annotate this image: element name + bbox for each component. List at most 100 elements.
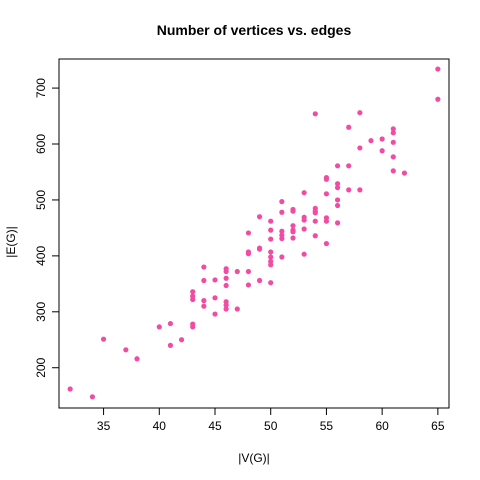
data-point	[223, 268, 229, 275]
data-point	[190, 289, 196, 295]
data-point	[390, 154, 396, 160]
data-point	[290, 208, 296, 214]
data-points	[67, 66, 441, 400]
data-point	[89, 394, 96, 400]
data-point	[312, 218, 318, 224]
data-point	[312, 111, 318, 117]
data-point	[290, 223, 296, 229]
data-point	[290, 235, 296, 241]
data-point	[401, 170, 408, 176]
data-point	[334, 220, 341, 226]
data-point	[368, 138, 374, 144]
data-point	[268, 262, 274, 268]
data-point	[357, 187, 363, 193]
data-point	[390, 130, 396, 136]
data-point	[212, 277, 218, 283]
data-point	[312, 233, 318, 239]
data-point	[201, 277, 207, 284]
data-point	[268, 280, 274, 286]
y-tick-label: 500	[34, 190, 48, 210]
data-point	[245, 268, 252, 275]
x-tick-label: 35	[97, 419, 111, 433]
data-point	[201, 264, 207, 270]
data-point	[290, 229, 296, 235]
data-point	[245, 230, 252, 236]
data-point	[212, 311, 218, 317]
data-point	[268, 236, 274, 242]
data-point	[190, 324, 196, 330]
data-point	[167, 320, 174, 327]
data-point	[268, 227, 274, 233]
data-point	[301, 251, 307, 257]
data-point	[435, 66, 441, 72]
data-point	[234, 306, 240, 312]
data-point	[279, 235, 285, 242]
x-tick-label: 40	[153, 419, 167, 433]
data-point	[357, 110, 363, 116]
x-tick-label: 45	[208, 419, 222, 433]
data-point	[323, 191, 330, 197]
x-tick-label: 50	[264, 419, 278, 433]
data-point	[256, 246, 263, 252]
data-point	[323, 176, 330, 182]
data-point	[256, 277, 263, 284]
data-point	[268, 254, 274, 260]
data-point	[323, 240, 330, 247]
data-point	[346, 124, 352, 130]
data-point	[301, 190, 307, 196]
x-tick-label: 65	[431, 419, 445, 433]
y-axis-label: |E(G)|	[4, 226, 18, 258]
data-point	[301, 226, 307, 232]
data-point	[334, 181, 341, 187]
y-axis: 200 300 400 500 600 700	[34, 78, 60, 378]
data-point	[123, 347, 129, 353]
chart-title: Number of vertices vs. edges	[157, 22, 352, 38]
data-point	[312, 210, 318, 216]
data-point	[223, 302, 229, 308]
data-point	[334, 197, 341, 203]
x-tick-label: 55	[320, 419, 334, 433]
plot-frame	[58, 58, 450, 409]
data-point	[346, 187, 352, 193]
data-point	[201, 298, 207, 304]
data-point	[167, 342, 174, 348]
data-point	[212, 295, 218, 301]
data-point	[268, 218, 274, 224]
x-axis: 35 40 45 50 55 60 65	[97, 407, 445, 433]
data-point	[279, 199, 285, 205]
data-point	[234, 268, 240, 275]
data-point	[435, 96, 441, 102]
data-point	[346, 163, 352, 169]
data-point	[100, 336, 107, 342]
data-point	[223, 306, 229, 312]
data-point	[323, 218, 330, 224]
y-tick-label: 700	[34, 78, 48, 98]
data-point	[334, 202, 341, 209]
data-point	[279, 209, 285, 215]
data-point	[245, 282, 252, 288]
data-point	[279, 228, 285, 234]
data-point	[268, 249, 274, 255]
data-point	[67, 386, 73, 392]
data-point	[390, 139, 396, 145]
data-point	[379, 148, 385, 154]
y-tick-label: 300	[34, 301, 48, 321]
data-point	[223, 275, 229, 281]
data-point	[156, 324, 162, 330]
data-point	[357, 145, 363, 151]
y-tick-label: 600	[34, 134, 48, 154]
y-tick-label: 200	[34, 357, 48, 377]
data-point	[201, 303, 207, 309]
data-point	[223, 282, 229, 289]
data-point	[379, 136, 385, 142]
data-point	[301, 217, 307, 223]
data-point	[390, 126, 396, 132]
data-point	[256, 214, 263, 220]
data-point	[279, 254, 285, 260]
data-point	[178, 337, 185, 343]
data-point	[334, 163, 341, 169]
data-point	[334, 185, 341, 191]
data-point	[390, 168, 396, 174]
data-point	[190, 296, 196, 303]
